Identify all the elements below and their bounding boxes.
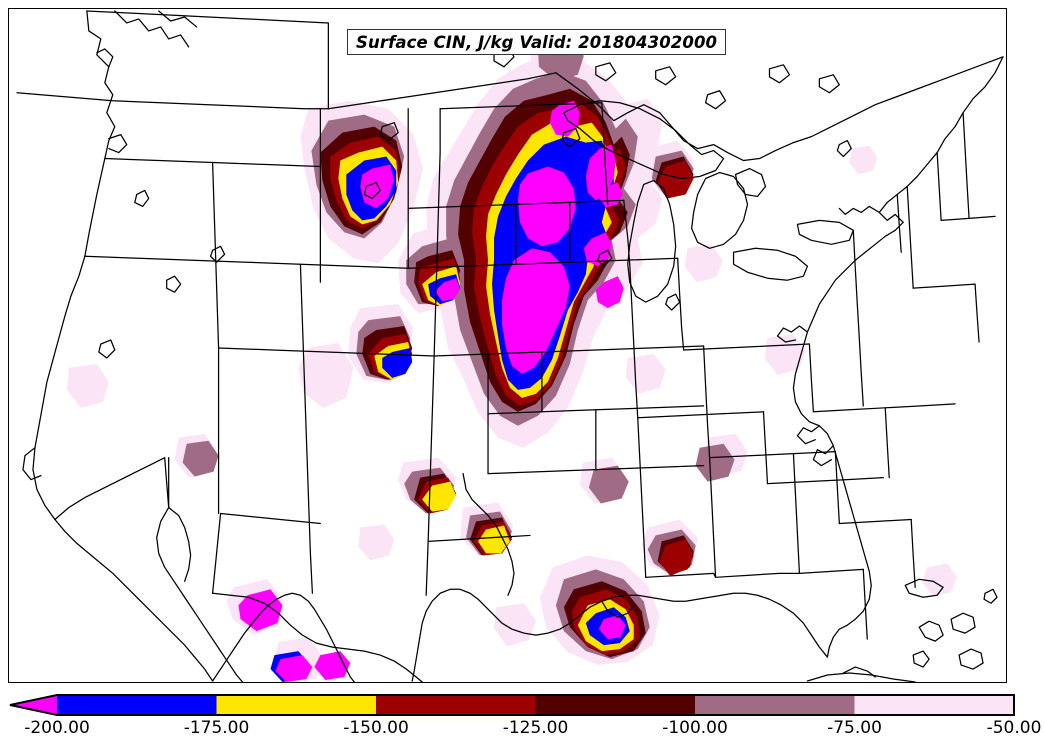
- colorbar-band: [695, 695, 855, 715]
- map-title-box: Surface CIN, J/kg Valid: 201804302000: [347, 29, 727, 55]
- colorbar-svg: [9, 694, 1015, 716]
- colorbar-band: [535, 695, 695, 715]
- colorbar-tick-label: -100.00: [662, 718, 728, 738]
- colorbar-band: [854, 695, 1014, 715]
- colorbar-swatches: [10, 695, 1014, 715]
- colorbar-tick-label: -150.00: [343, 718, 409, 738]
- map-svg: [16, 10, 1004, 682]
- colorbar-tick-labels: -200.00 -175.00 -150.00 -125.00 -100.00 -75.0…: [0, 718, 1044, 744]
- map-title-text: Surface CIN, J/kg Valid: 201804302000: [356, 32, 718, 52]
- colorbar-extend-min-arrow: [10, 695, 57, 715]
- geography-layer: [16, 10, 1004, 682]
- colorbar-band: [57, 695, 217, 715]
- colorbar-frame: [9, 694, 1015, 716]
- cin-band-magenta: [238, 100, 626, 682]
- colorbar-outline: [9, 694, 1015, 716]
- map-panel[interactable]: Surface CIN, J/kg Valid: 201804302000: [8, 8, 1007, 683]
- colorbar-tick-label: -175.00: [183, 718, 250, 738]
- colorbar-tick-label: -125.00: [502, 718, 569, 738]
- colorbar-tick-label: -50.00: [986, 718, 1042, 738]
- colorbar-band: [376, 695, 536, 715]
- colorbar-band: [216, 695, 376, 715]
- colorbar-tick-label: -200.00: [24, 718, 90, 738]
- colorbar[interactable]: -200.00 -175.00 -150.00 -125.00 -100.00 -75.0…: [0, 690, 1044, 745]
- colorbar-tick-label: -75.00: [827, 718, 882, 738]
- cin-field-layer: [66, 33, 958, 682]
